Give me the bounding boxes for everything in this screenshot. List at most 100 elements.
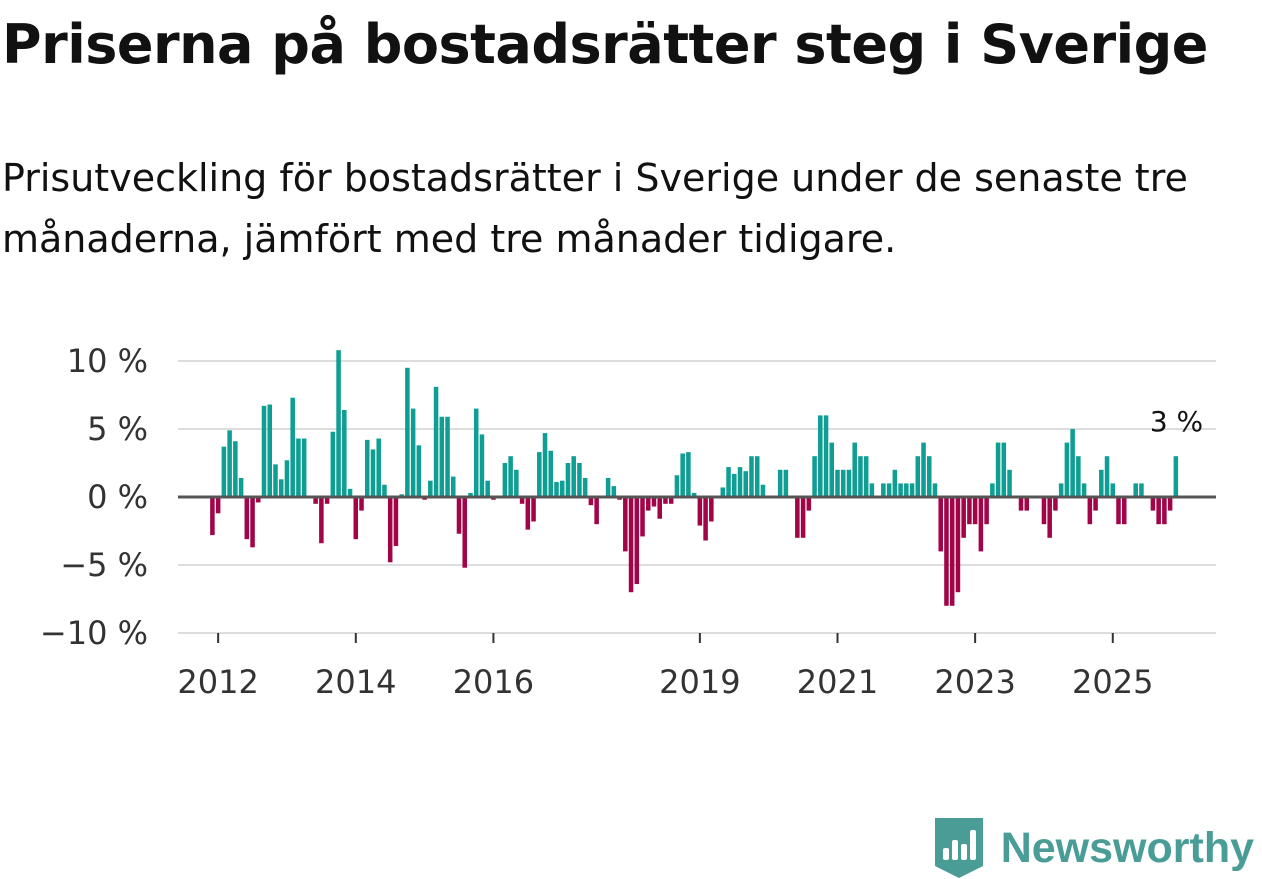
- bar: [256, 497, 261, 503]
- bar: [921, 442, 926, 497]
- bar: [1139, 483, 1144, 497]
- y-tick-label: −5 %: [60, 546, 148, 584]
- bar: [342, 409, 347, 497]
- bar: [651, 497, 657, 507]
- bar: [347, 488, 353, 497]
- bar: [393, 497, 399, 546]
- bar: [640, 497, 645, 537]
- bar: [938, 497, 943, 552]
- annotations: 3 %: [1150, 405, 1203, 438]
- bar: [405, 367, 410, 497]
- bar: [594, 497, 599, 525]
- bar: [812, 456, 817, 497]
- bar: [886, 483, 892, 497]
- bar: [485, 480, 490, 497]
- y-tick-label: 0 %: [87, 478, 148, 516]
- chart-title: Priserna på bostadsrätter steg i Sverige: [2, 13, 1208, 76]
- bar: [284, 460, 290, 497]
- bar: [1173, 456, 1179, 497]
- bar: [926, 456, 932, 497]
- bar: [668, 497, 674, 504]
- bar: [909, 483, 915, 497]
- x-tick-label: 2016: [453, 663, 534, 701]
- chart-subtitle: Prisutveckling för bostadsrätter i Sveri…: [2, 156, 1188, 261]
- bar: [548, 450, 554, 497]
- bar: [296, 438, 301, 497]
- bar: [949, 497, 955, 606]
- bar: [537, 452, 542, 497]
- bar: [995, 442, 1001, 497]
- bar: [898, 483, 903, 497]
- bar: [473, 408, 479, 497]
- bar: [990, 483, 995, 497]
- bar: [863, 456, 869, 497]
- bar: [944, 497, 949, 606]
- bar: [525, 497, 531, 530]
- bar: [370, 449, 376, 497]
- brand-name: Newsworthy: [1000, 823, 1254, 872]
- bar: [588, 497, 594, 506]
- x-tick-label: 2021: [797, 663, 878, 701]
- bar: [514, 469, 519, 497]
- bar: [955, 497, 961, 593]
- bar: [984, 497, 989, 525]
- bar: [582, 477, 588, 497]
- newsworthy-brand: Newsworthy: [934, 818, 1254, 878]
- bar: [571, 456, 576, 497]
- bar: [1162, 497, 1167, 525]
- bar: [565, 463, 571, 497]
- y-tick-label: 10 %: [67, 342, 148, 380]
- bar: [336, 350, 341, 497]
- bar: [508, 456, 513, 497]
- y-axis-labels: 10 % 5 % 0 % −5 % −10 %: [40, 342, 148, 652]
- bar: [1001, 442, 1007, 497]
- bar: [301, 438, 307, 497]
- bar: [846, 469, 852, 497]
- bar: [777, 469, 783, 497]
- bar: [743, 471, 749, 497]
- bar: [577, 463, 582, 497]
- bar: [382, 484, 387, 497]
- bar: [376, 438, 381, 497]
- bar: [1099, 469, 1104, 497]
- x-tick-label: 2019: [659, 663, 740, 701]
- bar: [1081, 483, 1087, 497]
- bar: [428, 480, 433, 497]
- bar: [1110, 483, 1116, 497]
- bar: [416, 445, 422, 497]
- bar: [674, 475, 680, 497]
- bar: [215, 497, 221, 514]
- bar: [806, 497, 812, 511]
- bar: [737, 467, 743, 497]
- bar: [829, 442, 835, 497]
- bar: [783, 469, 789, 497]
- bar: [680, 453, 685, 497]
- bar: [433, 386, 439, 497]
- bar: [972, 497, 978, 525]
- bar: [645, 497, 651, 511]
- bar: [319, 497, 324, 544]
- bar: [542, 433, 548, 497]
- bar: [915, 456, 921, 497]
- bar: [456, 497, 462, 534]
- bar: [869, 483, 875, 497]
- bar: [852, 442, 857, 497]
- bar: [634, 497, 640, 585]
- bar: [1007, 469, 1012, 497]
- bar: [359, 497, 364, 511]
- bar: [1093, 497, 1098, 511]
- bar: [410, 408, 416, 497]
- bar: [795, 497, 800, 538]
- bar: [818, 415, 823, 497]
- bar: [720, 487, 726, 497]
- x-tick-label: 2014: [315, 663, 396, 701]
- bar: [686, 452, 691, 497]
- bar: [892, 469, 898, 497]
- bar: [273, 464, 278, 497]
- bar: [703, 497, 708, 541]
- bar: [364, 439, 370, 497]
- bar: [1156, 497, 1161, 525]
- y-tick-label: −10 %: [40, 614, 148, 652]
- bar: [628, 497, 634, 593]
- bar: [726, 467, 731, 497]
